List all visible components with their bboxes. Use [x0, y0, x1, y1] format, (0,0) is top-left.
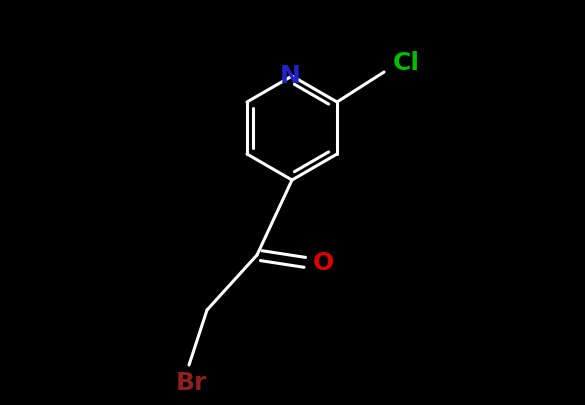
- Text: O: O: [312, 251, 333, 275]
- Text: Br: Br: [176, 371, 207, 395]
- Text: Cl: Cl: [393, 51, 419, 75]
- Text: N: N: [280, 64, 301, 88]
